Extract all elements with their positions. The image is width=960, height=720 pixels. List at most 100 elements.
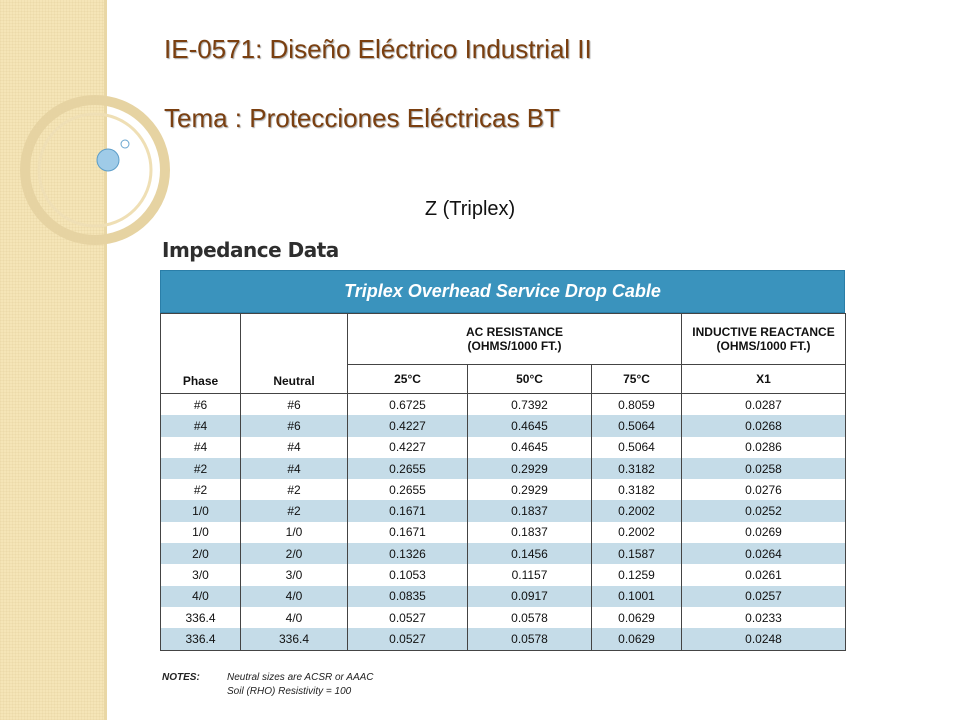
cell-r25: 0.1326 xyxy=(347,543,468,565)
cell-r50: 0.4645 xyxy=(467,415,592,437)
cell-r50: 0.2929 xyxy=(467,457,592,480)
cell-r25: 0.1053 xyxy=(347,564,468,586)
cell-phase: #2 xyxy=(160,479,241,501)
cell-x1: 0.0248 xyxy=(681,628,847,651)
cell-x1: 0.0252 xyxy=(681,500,847,522)
cell-x1: 0.0257 xyxy=(681,585,847,607)
cell-r50: 0.2929 xyxy=(467,479,592,501)
cell-r75: 0.1001 xyxy=(590,585,683,607)
table-row: 336.4 4/0 0.0527 0.0578 0.0629 0.0233 xyxy=(160,606,847,629)
cell-r25: 0.2655 xyxy=(347,479,468,501)
cell-r50: 0.1456 xyxy=(467,543,592,565)
cell-r75: 0.1259 xyxy=(590,564,683,586)
table-row: #4 #4 0.4227 0.4645 0.5064 0.0286 xyxy=(160,436,847,458)
cell-r50: 0.7392 xyxy=(467,393,592,416)
cell-phase: 2/0 xyxy=(160,543,241,565)
table-row: #4 #6 0.4227 0.4645 0.5064 0.0268 xyxy=(160,415,847,437)
figure-heading: Impedance Data xyxy=(162,238,339,262)
col-header-phase: Phase xyxy=(160,313,241,394)
col-header-ac-resistance: AC RESISTANCE (OHMS/1000 FT.) xyxy=(346,313,683,365)
cell-r50: 0.0578 xyxy=(467,628,592,651)
cell-neutral: 3/0 xyxy=(240,564,348,586)
cell-neutral: #4 xyxy=(240,457,348,480)
slide-title: IE-0571: Diseño Eléctrico Industrial II xyxy=(164,34,592,64)
col-header-75c: 75°C xyxy=(590,364,683,394)
cell-x1: 0.0276 xyxy=(681,479,847,501)
cell-r50: 0.1837 xyxy=(467,500,592,522)
side-band-edge xyxy=(104,0,107,720)
cell-phase: 336.4 xyxy=(160,606,241,629)
cell-r75: 0.5064 xyxy=(590,415,683,437)
table-banner: Triplex Overhead Service Drop Cable xyxy=(160,270,845,313)
cell-x1: 0.0261 xyxy=(681,564,847,586)
col-header-neutral: Neutral xyxy=(240,313,348,394)
cell-neutral: 336.4 xyxy=(240,628,348,651)
decorative-circles xyxy=(20,95,170,245)
cell-neutral: #2 xyxy=(240,479,348,501)
cell-x1: 0.0233 xyxy=(681,606,847,629)
deco-bubble-small xyxy=(120,139,130,149)
cell-r50: 0.1837 xyxy=(467,521,592,544)
cell-neutral: #6 xyxy=(240,415,348,437)
cell-r75: 0.0629 xyxy=(590,628,683,651)
cell-r75: 0.5064 xyxy=(590,436,683,458)
deco-ring-large xyxy=(20,95,170,245)
cell-neutral: 4/0 xyxy=(240,606,348,629)
cell-r75: 0.2002 xyxy=(590,500,683,522)
cell-r75: 0.1587 xyxy=(590,543,683,565)
cell-r50: 0.0578 xyxy=(467,606,592,629)
cell-r50: 0.4645 xyxy=(467,436,592,458)
cell-phase: #4 xyxy=(160,415,241,437)
cell-r75: 0.8059 xyxy=(590,393,683,416)
cell-x1: 0.0258 xyxy=(681,457,847,480)
cell-r25: 0.0835 xyxy=(347,585,468,607)
table-row: #2 #2 0.2655 0.2929 0.3182 0.0276 xyxy=(160,479,847,501)
cell-x1: 0.0264 xyxy=(681,543,847,565)
cell-neutral: #4 xyxy=(240,436,348,458)
cell-r25: 0.0527 xyxy=(347,628,468,651)
cell-r25: 0.1671 xyxy=(347,500,468,522)
cell-phase: 336.4 xyxy=(160,628,241,651)
table-row: 1/0 1/0 0.1671 0.1837 0.2002 0.0269 xyxy=(160,521,847,544)
notes-label: NOTES: xyxy=(162,672,200,683)
cell-phase: 4/0 xyxy=(160,585,241,607)
cell-phase: #6 xyxy=(160,393,241,416)
cell-neutral: 2/0 xyxy=(240,543,348,565)
cell-r25: 0.2655 xyxy=(347,457,468,480)
note-line: Neutral sizes are ACSR or AAAC xyxy=(227,672,374,683)
cell-x1: 0.0287 xyxy=(681,393,847,416)
table-row: #6 #6 0.6725 0.7392 0.8059 0.0287 xyxy=(160,393,847,416)
cell-x1: 0.0268 xyxy=(681,415,847,437)
cell-phase: 1/0 xyxy=(160,500,241,522)
table-row: #2 #4 0.2655 0.2929 0.3182 0.0258 xyxy=(160,457,847,480)
col-header-x1: X1 xyxy=(681,364,847,394)
cell-phase: 1/0 xyxy=(160,521,241,544)
cell-r75: 0.0629 xyxy=(590,606,683,629)
cell-r25: 0.6725 xyxy=(347,393,468,416)
cell-neutral: #6 xyxy=(240,393,348,416)
inductive-reactance-units: (OHMS/1000 FT.) xyxy=(716,339,811,353)
cell-neutral: #2 xyxy=(240,500,348,522)
impedance-table: Phase Neutral AC RESISTANCE (OHMS/1000 F… xyxy=(160,313,847,651)
cell-x1: 0.0269 xyxy=(681,521,847,544)
ac-resistance-label: AC RESISTANCE xyxy=(465,325,564,339)
cell-r50: 0.1157 xyxy=(467,564,592,586)
inductive-reactance-label: INDUCTIVE REACTANCE xyxy=(692,325,835,339)
deco-ring-inner xyxy=(37,112,153,228)
cell-r75: 0.3182 xyxy=(590,457,683,480)
cell-r25: 0.1671 xyxy=(347,521,468,544)
table-row: 2/0 2/0 0.1326 0.1456 0.1587 0.0264 xyxy=(160,543,847,565)
cell-phase: #2 xyxy=(160,457,241,480)
slide-topic: Tema : Protecciones Eléctricas BT xyxy=(164,103,560,133)
cell-r25: 0.4227 xyxy=(347,436,468,458)
deco-bubble-large xyxy=(96,148,120,172)
cell-r75: 0.2002 xyxy=(590,521,683,544)
cell-phase: 3/0 xyxy=(160,564,241,586)
table-row: 4/0 4/0 0.0835 0.0917 0.1001 0.0257 xyxy=(160,585,847,607)
slide-subtitle: Z (Triplex) xyxy=(424,198,516,220)
note-line: Soil (RHO) Resistivity = 100 xyxy=(227,686,352,697)
table-row: 1/0 #2 0.1671 0.1837 0.2002 0.0252 xyxy=(160,500,847,522)
cell-r75: 0.3182 xyxy=(590,479,683,501)
col-header-inductive-reactance: INDUCTIVE REACTANCE (OHMS/1000 FT.) xyxy=(681,313,847,365)
cell-r25: 0.0527 xyxy=(347,606,468,629)
